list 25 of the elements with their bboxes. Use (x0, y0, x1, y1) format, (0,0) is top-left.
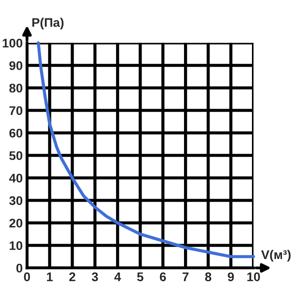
y-tick-label: 50 (9, 151, 22, 160)
y-tick-label: 30 (9, 196, 22, 206)
y-tick-label: 80 (9, 84, 22, 93)
x-tick-label: 5 (137, 272, 144, 282)
x-axis-title: V(м³) (261, 250, 291, 262)
x-tick-label: 7 (182, 272, 188, 282)
y-tick-label: 10 (10, 241, 22, 250)
y-tick-label: 40 (9, 174, 22, 183)
x-tick-label: 2 (69, 272, 76, 282)
y-tick-label: 0 (16, 264, 22, 273)
x-tick-label: 9 (228, 272, 234, 282)
y-tick-label: 60 (9, 128, 22, 138)
y-axis-title: P(Па) (32, 18, 64, 30)
x-tick-label: 4 (114, 272, 122, 282)
y-tick-label: 70 (9, 106, 22, 116)
x-tick-label: 3 (92, 272, 98, 282)
x-tick-label: 1 (46, 272, 53, 282)
x-tick-label: 0 (24, 272, 30, 282)
y-tick-label: 20 (9, 218, 22, 228)
y-tick-label: 100 (2, 38, 22, 48)
line-series (36, 41, 256, 258)
x-tick-label: 10 (247, 272, 260, 282)
x-tick-label: 8 (205, 272, 212, 282)
x-tick-label: 6 (160, 272, 166, 282)
y-tick-label: 90 (9, 61, 22, 70)
